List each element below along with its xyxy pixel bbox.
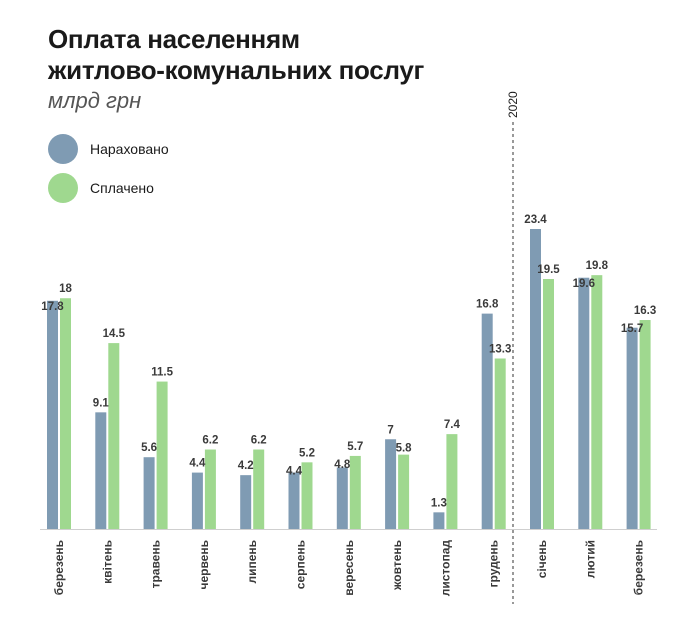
bar-accrued [240, 475, 252, 529]
legend-swatch-paid [48, 173, 78, 203]
chart-title: Оплата населенням житлово-комунальних по… [48, 24, 424, 86]
value-label-accrued: 17.8 [41, 301, 64, 313]
bar-paid [494, 358, 506, 529]
bar-accrued [288, 472, 300, 529]
title-line-2: житлово-комунальних послуг [48, 55, 425, 85]
year-label: 2020 [506, 91, 520, 118]
bar-paid [60, 298, 71, 529]
value-label-paid: 18 [59, 283, 72, 295]
bar-accrued [626, 327, 638, 529]
category-label: листопад [438, 540, 452, 597]
value-label-paid: 19.8 [586, 260, 609, 272]
bar-accrued [143, 457, 155, 529]
bar-paid [639, 320, 651, 529]
category-label: вересень [342, 540, 356, 596]
legend-swatch-accrued [48, 134, 78, 164]
legend-label-accrued: Нараховано [90, 141, 169, 157]
value-label-accrued: 15.7 [621, 323, 643, 335]
value-label-accrued: 4.8 [334, 459, 351, 471]
category-label: лютий [583, 540, 597, 578]
bar-accrued [191, 472, 203, 529]
category-label: грудень [487, 540, 501, 587]
category-label: березень [52, 540, 66, 595]
value-label-accrued: 1.3 [431, 497, 447, 509]
value-label-paid: 14.5 [103, 328, 126, 340]
value-label-accrued: 4.4 [286, 465, 303, 477]
value-label-accrued: 9.1 [93, 397, 110, 409]
category-label: травень [149, 540, 163, 588]
bar-paid [204, 449, 216, 529]
bar-accrued [385, 439, 397, 529]
value-label-accrued: 4.4 [189, 458, 206, 470]
category-label: березень [632, 540, 646, 595]
category-label: червень [197, 540, 211, 590]
value-label-accrued: 16.8 [476, 299, 499, 311]
bar-paid [108, 343, 120, 529]
value-label-accrued: 7 [387, 424, 393, 436]
category-label: жовтень [390, 540, 404, 591]
bar-paid [543, 279, 554, 529]
category-label: серпень [294, 540, 308, 589]
bar-paid [301, 462, 313, 529]
value-label-paid: 19.5 [537, 264, 560, 276]
value-label-accrued: 23.4 [524, 214, 547, 226]
bar-paid [398, 454, 410, 529]
bar-paid [591, 275, 603, 529]
value-label-accrued: 4.2 [238, 460, 254, 472]
value-label-accrued: 5.6 [141, 442, 157, 454]
bar-paid [253, 449, 265, 529]
category-label: січень [535, 540, 549, 578]
bar-paid [349, 455, 361, 529]
category-label: липень [245, 540, 259, 584]
bar-paid [446, 434, 458, 529]
category-label: квітень [100, 540, 114, 584]
value-label-paid: 5.7 [347, 441, 363, 453]
bar-accrued [578, 277, 590, 529]
value-label-paid: 5.2 [299, 447, 315, 459]
value-label-paid: 5.8 [396, 442, 413, 454]
value-label-paid: 16.3 [634, 305, 656, 317]
value-label-paid: 7.4 [444, 419, 461, 431]
bar-paid [156, 381, 168, 529]
bar-accrued [95, 412, 107, 529]
bar-accrued [481, 313, 493, 529]
value-label-paid: 11.5 [151, 367, 173, 379]
bar-accrued [433, 512, 445, 529]
value-label-accrued: 19.6 [573, 278, 595, 290]
legend-label-paid: Сплачено [90, 180, 154, 196]
unit-subtitle: млрд грн [48, 88, 142, 113]
bar-accrued [336, 467, 348, 529]
title-line-1: Оплата населенням [48, 24, 300, 54]
bar-accrued [47, 300, 58, 529]
value-label-paid: 6.2 [202, 435, 218, 447]
value-label-paid: 13.3 [489, 343, 511, 355]
value-label-paid: 6.2 [251, 435, 267, 447]
bar-accrued [530, 229, 541, 529]
